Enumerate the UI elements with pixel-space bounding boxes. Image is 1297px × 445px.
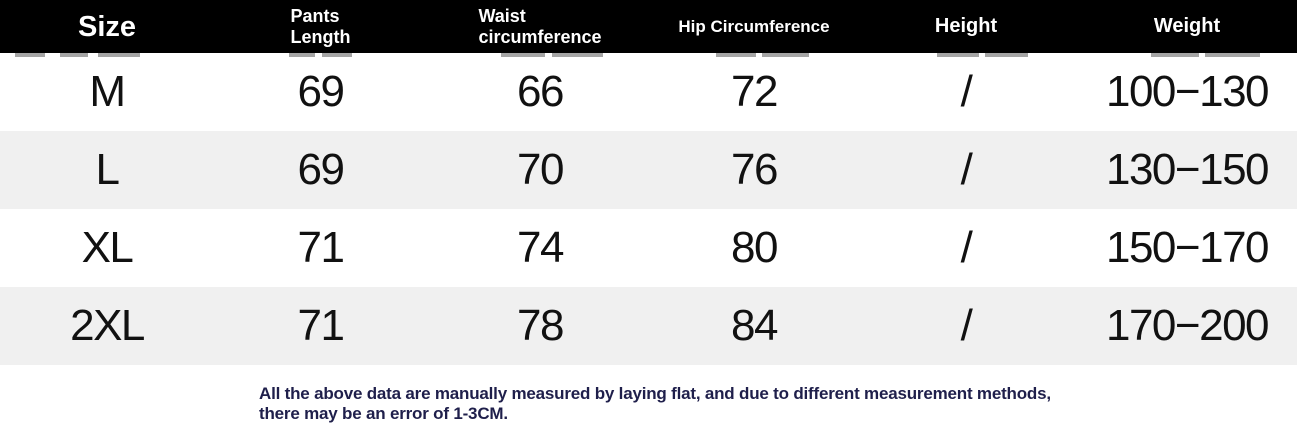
header-pants-length: Pants Length: [214, 0, 427, 53]
table-cell: /: [960, 223, 973, 272]
header-hip-label: Hip Circumference: [678, 17, 830, 36]
table-cell: XL: [81, 223, 134, 272]
header-pants-length-line1: Pants: [290, 5, 340, 26]
table-cell: 72: [731, 67, 778, 116]
measurement-note: All the above data are manually measured…: [259, 384, 1051, 424]
table-cell: 71: [297, 301, 345, 350]
table-cell: /: [960, 301, 973, 350]
table-cell: L: [95, 145, 120, 194]
table-cell: M: [89, 67, 126, 116]
table-cell: 170−200: [1105, 301, 1270, 350]
table-cell: 80: [731, 223, 778, 272]
header-height-label: Height: [934, 15, 998, 37]
table-cell: 70: [517, 145, 564, 194]
header-waist-circumference: Waist circumference: [427, 0, 653, 53]
header-height: Height: [855, 0, 1077, 53]
measurement-note-line1: All the above data are manually measured…: [259, 384, 1051, 403]
table-cell: /: [960, 67, 973, 116]
table-cell: 84: [731, 301, 778, 350]
table-cell: 2XL: [70, 301, 145, 350]
header-pants-length-line2: Length: [290, 26, 351, 47]
size-chart-table: Size Pants Length Waist circumference Hi…: [0, 0, 1297, 365]
table-cell: 69: [297, 67, 345, 116]
table-cell: 69: [297, 145, 345, 194]
table-cell: 78: [517, 301, 564, 350]
header-weight: Weight: [1077, 0, 1297, 53]
table-cell: /: [960, 145, 973, 194]
header-hip-circumference: Hip Circumference: [653, 0, 855, 53]
size-row-xl: XL 71 74 80 / 150−170: [0, 209, 1297, 287]
table-cell: 100−130: [1105, 67, 1270, 116]
size-row-l: L 69 70 76 / 130−150: [0, 131, 1297, 209]
header-waist-line1: Waist: [478, 5, 526, 26]
table-cell: 71: [297, 223, 345, 272]
table-cell: 150−170: [1105, 223, 1270, 272]
header-size-label: Size: [77, 10, 137, 43]
header-waist-line2: circumference: [478, 26, 602, 47]
table-cell: 66: [517, 67, 564, 116]
measurement-note-line2: there may be an error of 1-3CM.: [259, 404, 508, 423]
header-underline-artifacts: [0, 53, 1297, 58]
table-header-row: Size Pants Length Waist circumference Hi…: [0, 0, 1297, 53]
table-cell: 76: [731, 145, 778, 194]
header-weight-label: Weight: [1153, 15, 1221, 37]
size-row-m: M 69 66 72 / 100−130: [0, 53, 1297, 131]
header-size: Size: [0, 0, 214, 53]
table-cell: 130−150: [1105, 145, 1270, 194]
size-row-2xl: 2XL 71 78 84 / 170−200: [0, 287, 1297, 365]
table-cell: 74: [517, 223, 564, 272]
